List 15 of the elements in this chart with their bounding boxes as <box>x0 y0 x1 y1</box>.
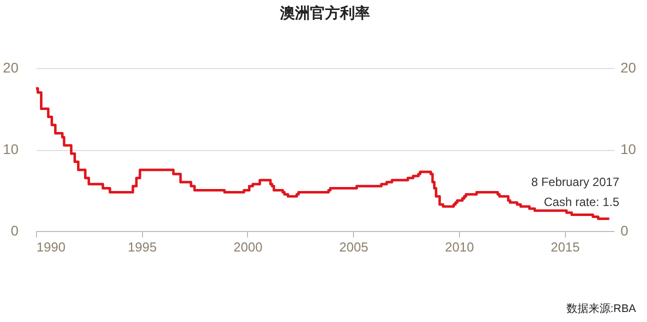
x-tick-label: 2005 <box>339 240 368 254</box>
y-tick-label: 10 <box>2 141 19 157</box>
annotation: 8 February 2017 Cash rate: 1.5 <box>531 174 620 209</box>
x-tick-label: 2010 <box>445 240 474 254</box>
x-tick-label: 1990 <box>36 240 66 254</box>
x-tick-label: 1995 <box>128 240 157 254</box>
x-tick-label: 2000 <box>234 240 262 254</box>
y-tick-label: 20 <box>2 60 19 76</box>
y2-tick-label: 10 <box>620 141 636 157</box>
chart-title: 澳洲官方利率 <box>279 4 370 22</box>
y2-tick-label: 0 <box>620 222 628 238</box>
y2-tick-label: 20 <box>620 60 636 76</box>
x-tick-label: 2015 <box>550 240 580 254</box>
y-tick-label: 0 <box>10 222 19 238</box>
source-note: 数据来源:RBA <box>566 302 637 315</box>
